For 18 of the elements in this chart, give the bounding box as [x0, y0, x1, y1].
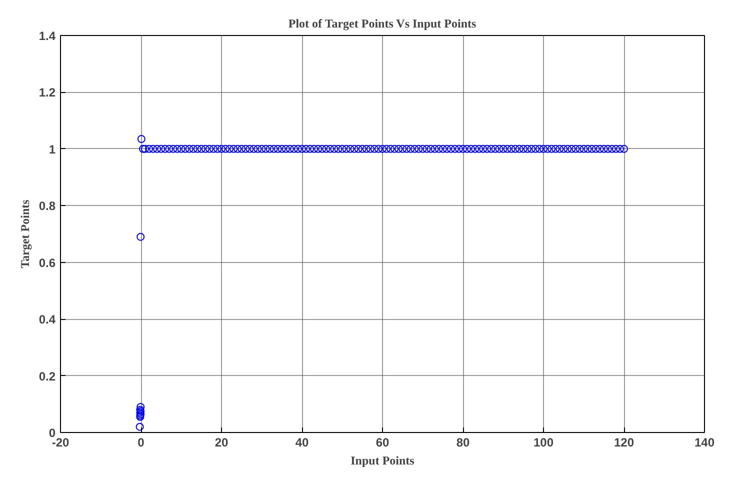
- chart-title: Plot of Target Points Vs Input Points: [288, 16, 477, 30]
- y-tick-label: 1.2: [38, 86, 56, 100]
- x-axis-title: Input Points: [350, 454, 415, 468]
- y-tick-label: 1.4: [38, 29, 56, 43]
- x-tick-label: 60: [376, 436, 390, 450]
- x-tick-label: 0: [138, 436, 145, 450]
- y-tick-label: 0.4: [38, 312, 56, 327]
- y-axis-title: Target Points: [18, 199, 32, 268]
- x-tick-label: 20: [214, 436, 228, 450]
- x-tick-label: 40: [295, 436, 309, 450]
- x-tick-label: 140: [694, 436, 715, 450]
- x-tick-label: 120: [614, 436, 634, 450]
- x-tick-label: 100: [533, 436, 554, 450]
- y-tick-label: 0.8: [38, 199, 56, 214]
- x-tick-label: 80: [456, 436, 470, 450]
- y-tick-label: 1: [48, 142, 56, 156]
- y-tick-label: 0.6: [38, 256, 56, 270]
- y-tick-label: 0.2: [38, 369, 56, 384]
